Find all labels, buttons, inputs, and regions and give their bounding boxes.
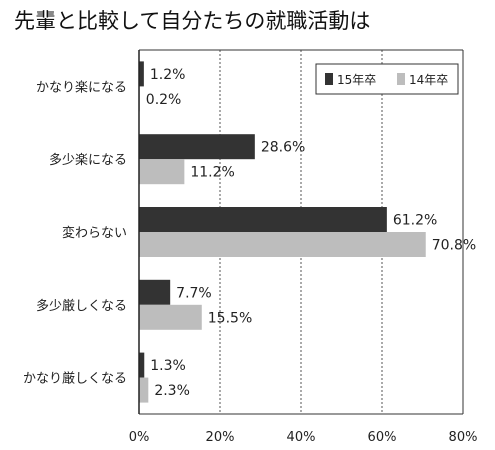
data-label: 70.8% bbox=[432, 238, 476, 254]
bar bbox=[139, 304, 202, 330]
x-tick-labels: 0% 20% 40% 60% 80% bbox=[129, 430, 478, 445]
data-label: 11.2% bbox=[190, 165, 234, 181]
bar bbox=[139, 207, 387, 232]
bars-group: 1.2% 0.2% 28.6% 11.2% 61.2% 70.8% 7.7% 15.5% 1.3… bbox=[139, 61, 476, 403]
legend-box bbox=[315, 63, 459, 95]
legend-label: 14年卒 bbox=[409, 73, 448, 87]
legend: 15年卒 14年卒 bbox=[315, 63, 459, 95]
category-label: 多少楽になる bbox=[49, 152, 127, 168]
x-tick-label: 40% bbox=[287, 430, 316, 445]
x-tick-label: 20% bbox=[206, 430, 235, 445]
bar bbox=[139, 159, 185, 185]
bar bbox=[139, 61, 144, 87]
legend-swatch bbox=[397, 73, 405, 85]
data-label: 2.3% bbox=[154, 383, 190, 399]
x-tick-label: 80% bbox=[449, 430, 478, 445]
bar bbox=[139, 279, 171, 305]
legend-swatch bbox=[325, 73, 333, 85]
chart-title: 先輩と比較して自分たちの就職活動は bbox=[14, 9, 370, 33]
legend-label: 15年卒 bbox=[337, 73, 376, 87]
data-label: 15.5% bbox=[208, 310, 252, 326]
category-label: かなり楽になる bbox=[36, 79, 127, 95]
bar bbox=[139, 377, 149, 403]
bar bbox=[139, 134, 255, 160]
data-label: 7.7% bbox=[176, 285, 212, 301]
bar bbox=[139, 232, 426, 257]
category-label: 多少厳しくなる bbox=[36, 298, 127, 314]
category-label: かなり厳しくなる bbox=[23, 372, 127, 387]
data-label: 61.2% bbox=[393, 213, 437, 229]
data-label: 0.2% bbox=[146, 92, 182, 108]
bar bbox=[139, 352, 145, 378]
data-label: 1.2% bbox=[150, 67, 186, 83]
data-label: 28.6% bbox=[261, 140, 305, 156]
category-label: 変わらない bbox=[62, 225, 127, 241]
x-tick-label: 60% bbox=[368, 430, 397, 445]
data-label: 1.3% bbox=[150, 358, 186, 374]
x-tick-label: 0% bbox=[129, 430, 150, 445]
